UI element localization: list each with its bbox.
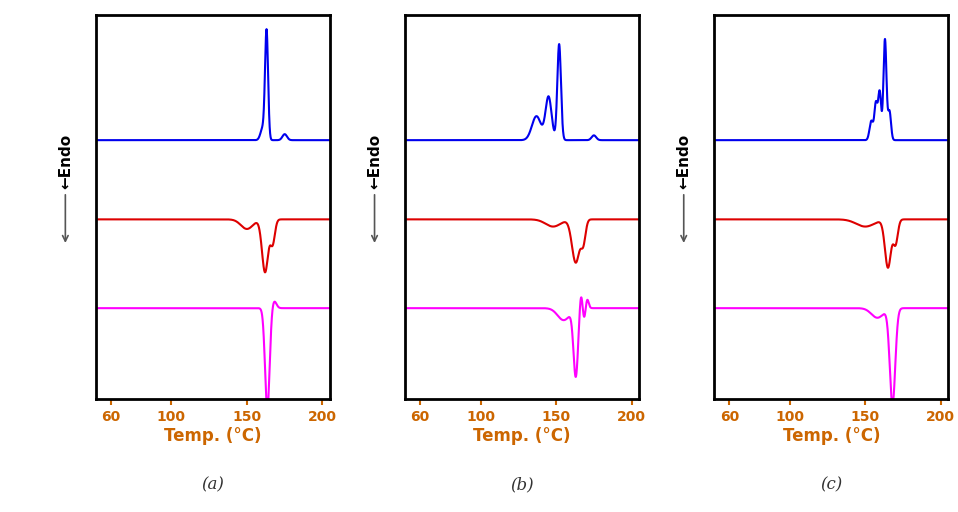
- Text: (c): (c): [820, 476, 842, 493]
- Text: ←Endo: ←Endo: [57, 134, 73, 189]
- X-axis label: Temp. (°C): Temp. (°C): [473, 426, 571, 444]
- Text: (b): (b): [511, 476, 534, 493]
- Text: ←Endo: ←Endo: [676, 134, 692, 189]
- X-axis label: Temp. (°C): Temp. (°C): [164, 426, 262, 444]
- Text: ←Endo: ←Endo: [367, 134, 382, 189]
- Text: (a): (a): [201, 476, 224, 493]
- X-axis label: Temp. (°C): Temp. (°C): [783, 426, 880, 444]
